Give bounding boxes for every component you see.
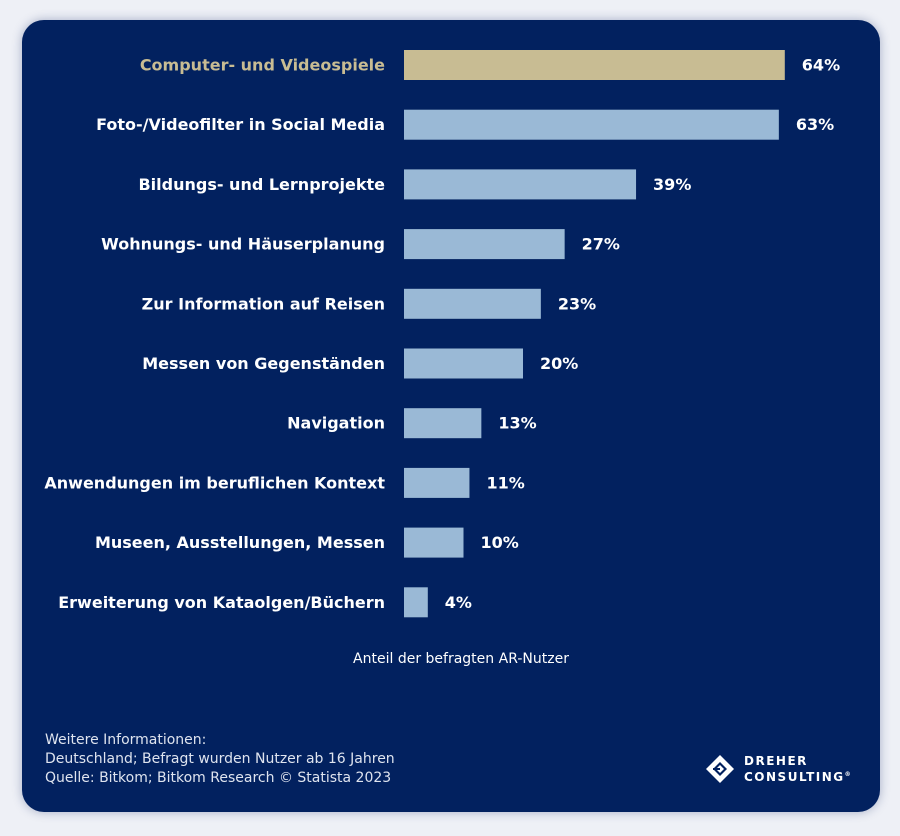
bar [404,109,779,140]
logo-line-1: DREHER [744,753,808,768]
category-label: Bildungs- und Lernprojekte [138,175,385,194]
bar [404,467,470,498]
bar [404,348,523,379]
value-label: 10% [481,533,519,552]
category-label: Foto-/Videofilter in Social Media [96,115,385,134]
value-label: 39% [653,175,691,194]
category-label: Museen, Ausstellungen, Messen [95,533,385,552]
category-label: Zur Information auf Reisen [142,294,385,313]
value-label: 13% [498,414,536,433]
value-label: 20% [540,354,578,373]
bar [404,229,565,260]
value-label: 4% [445,593,472,612]
logo-line-2: CONSULTING [744,769,845,784]
bar [404,169,637,200]
chart-card: Computer- und Videospiele 64% Foto-/Videof… [22,20,880,812]
x-axis-title: Anteil der befragten AR-Nutzer [353,651,569,667]
dreher-consulting-logo: DREHER CONSULTING® [704,753,851,785]
footer-source: Quelle: Bitkom; Bitkom Research © Statis… [45,770,392,786]
footer-info-heading: Weitere Informationen: [45,732,207,748]
value-label: 64% [802,56,840,75]
category-label: Wohnungs- und Häuserplanung [101,235,385,254]
chart-marks: Computer- und Videospiele 64% Foto-/Videof… [44,50,840,618]
bar [404,288,541,319]
value-label: 23% [558,294,596,313]
category-label: Anwendungen im beruflichen Kontext [44,473,385,492]
category-label: Erweiterung von Kataolgen/Büchern [58,593,385,612]
bar [404,50,785,80]
bar [404,587,428,618]
registered-mark: ® [844,770,851,778]
value-label: 11% [486,473,524,492]
bar [404,527,464,558]
value-label: 63% [796,115,834,134]
category-label: Computer- und Videospiele [140,56,385,75]
footer-sample-note: Deutschland; Befragt wurden Nutzer ab 16… [45,751,395,767]
category-label: Navigation [287,414,385,433]
value-label: 27% [582,235,620,254]
bar-chart: Computer- und Videospiele 64% Foto-/Videof… [44,50,840,667]
bar [404,408,482,439]
diamond-logo-icon [706,755,734,783]
category-label: Messen von Gegenständen [142,354,385,373]
footer-notes: Weitere Informationen: Deutschland; Befr… [45,731,395,788]
